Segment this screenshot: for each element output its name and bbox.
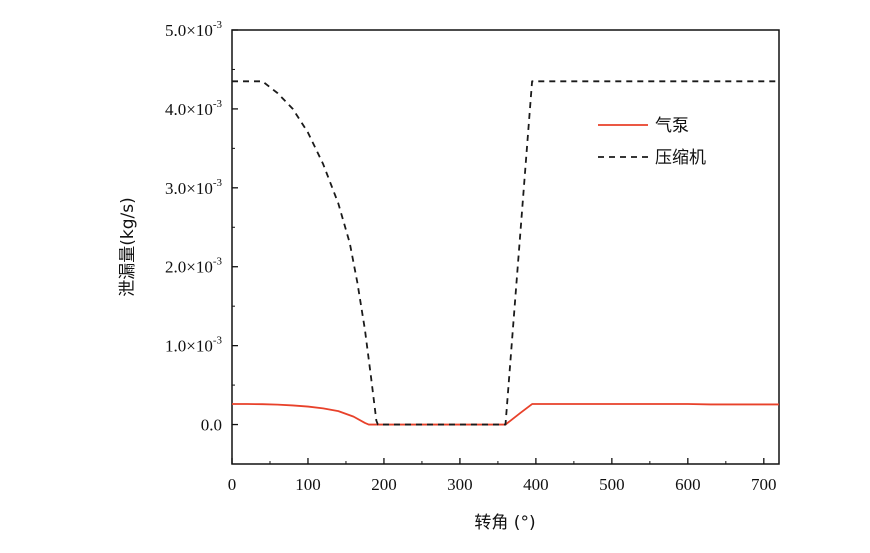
x-axis-title: 转角 (°) [474, 513, 535, 533]
y-tick-label: 2.0×10-3 [165, 256, 223, 277]
x-axis-ticks: 0 100 200 300 400 500 600 700 [228, 458, 777, 494]
x-tick-label: 600 [675, 475, 701, 494]
y-tick-label: 5.0×10-3 [165, 19, 223, 40]
x-tick-label: 400 [523, 475, 549, 494]
y-tick-mantissa: 4.0×10 [165, 100, 213, 119]
y-tick-label: 3.0×10-3 [165, 177, 223, 198]
y-tick-mantissa: 0.0 [201, 416, 222, 435]
legend-label-compressor: 压缩机 [655, 148, 706, 168]
y-tick-exponent: -3 [213, 98, 223, 110]
y-tick-exponent: -3 [213, 177, 223, 189]
x-tick-label: 100 [295, 475, 321, 494]
x-tick-label: 0 [228, 475, 237, 494]
x-tick-label: 500 [599, 475, 625, 494]
y-tick-exponent: -3 [213, 19, 223, 31]
x-tick-label: 200 [371, 475, 397, 494]
y-tick-mantissa: 1.0×10 [165, 337, 213, 356]
x-tick-label: 300 [447, 475, 473, 494]
y-tick-mantissa: 2.0×10 [165, 258, 213, 277]
x-tick-label: 700 [751, 475, 777, 494]
y-tick-label: 0.0 [201, 416, 222, 435]
y-tick-exponent: -3 [213, 335, 223, 347]
y-tick-mantissa: 5.0×10 [165, 21, 213, 40]
y-tick-label: 1.0×10-3 [165, 335, 223, 356]
series-line-pump [232, 403, 779, 426]
y-tick-label: 4.0×10-3 [165, 98, 223, 119]
y-tick-mantissa: 3.0×10 [165, 179, 213, 198]
plot-frame [231, 29, 780, 465]
y-tick-exponent: -3 [213, 256, 223, 268]
legend: 气泵 压缩机 [598, 116, 706, 168]
y-axis-ticks: 0.01.0×10-32.0×10-33.0×10-34.0×10-35.0×1… [165, 19, 238, 435]
legend-label-pump: 气泵 [655, 116, 689, 136]
series-line-compressor [232, 80, 779, 426]
y-axis-title: 泄漏量(kg/s) [118, 197, 138, 297]
series-layer [232, 80, 779, 426]
